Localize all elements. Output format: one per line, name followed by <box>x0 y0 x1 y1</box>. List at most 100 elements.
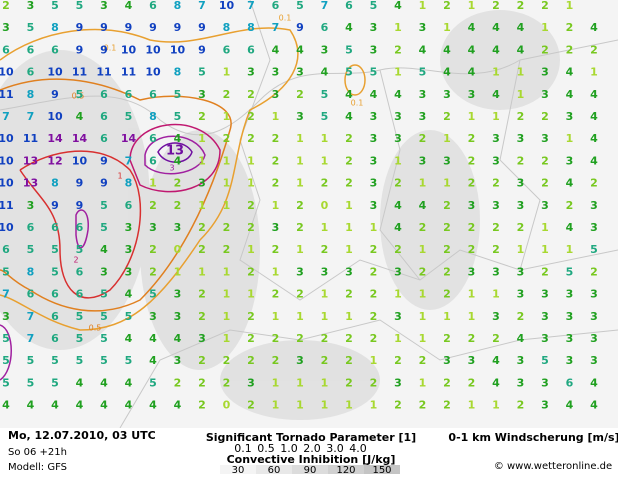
wind-shear-value: 4 <box>492 88 500 101</box>
wind-shear-value: 1 <box>566 243 574 256</box>
wind-shear-value: 12 <box>47 154 62 167</box>
wind-shear-value: 7 <box>272 21 280 34</box>
wind-shear-value: 2 <box>590 177 598 190</box>
wind-shear-value: 2 <box>541 110 549 123</box>
wind-shear-value: 1 <box>198 132 206 145</box>
wind-shear-value: 9 <box>149 21 157 34</box>
wind-shear-value: 3 <box>370 132 378 145</box>
wind-shear-value: 4 <box>590 88 598 101</box>
wind-shear-value: 4 <box>370 88 378 101</box>
stp-level: 4.0 <box>349 442 367 455</box>
wind-shear-value: 1 <box>321 376 329 389</box>
wind-shear-value: 1 <box>566 0 574 12</box>
wind-shear-value: 6 <box>125 199 133 212</box>
wind-shear-value: 2 <box>198 243 206 256</box>
wind-shear-value: 2 <box>468 132 476 145</box>
contour-label: 0.1 <box>104 44 117 53</box>
wind-shear-value: 2 <box>394 43 402 56</box>
wind-shear-value: 0 <box>174 243 182 256</box>
wind-shear-value: 3 <box>2 21 10 34</box>
wind-shear-value: 1 <box>394 332 402 345</box>
wind-shear-value: 4 <box>272 43 280 56</box>
wind-shear-value: 10 <box>0 154 14 167</box>
wind-shear-value: 1 <box>247 177 255 190</box>
wind-shear-value: 3 <box>590 288 598 301</box>
wind-shear-value: 4 <box>590 21 598 34</box>
wind-shear-value: 7 <box>27 332 35 345</box>
wind-shear-value: 2 <box>296 221 304 234</box>
wind-shear-value: 3 <box>125 221 133 234</box>
wind-shear-value: 2 <box>198 376 206 389</box>
wind-shear-value: 3 <box>590 221 598 234</box>
wind-shear-value: 3 <box>443 154 451 167</box>
wind-shear-value: 2 <box>296 199 304 212</box>
wind-shear-value: 2 <box>517 221 525 234</box>
wind-shear-value: 1 <box>321 399 329 412</box>
wind-shear-value: 3 <box>468 88 476 101</box>
wind-shear-value: 1 <box>370 354 378 367</box>
wind-shear-value: 2 <box>272 332 280 345</box>
wind-shear-value: 1 <box>247 288 255 301</box>
wind-shear-value: 3 <box>370 43 378 56</box>
wind-shear-value: 5 <box>2 376 10 389</box>
wind-shear-value: 4 <box>566 66 574 79</box>
wind-shear-value: 5 <box>2 332 10 345</box>
wind-shear-value: 2 <box>174 177 182 190</box>
wind-shear-value: 2 <box>345 132 353 145</box>
wind-shear-value: 2 <box>443 221 451 234</box>
wind-shear-value: 1 <box>468 399 476 412</box>
wind-shear-value: 3 <box>27 0 35 12</box>
wind-shear-value: 1 <box>443 21 451 34</box>
wind-shear-value: 1 <box>419 332 427 345</box>
wind-shear-value: 4 <box>590 110 598 123</box>
wind-shear-value: 4 <box>566 399 574 412</box>
wind-shear-value: 3 <box>394 265 402 278</box>
wind-shear-value: 4 <box>76 399 84 412</box>
wind-shear-value: 4 <box>468 21 476 34</box>
wind-shear-value: 10 <box>47 110 63 123</box>
cin-level: 60 <box>268 465 281 476</box>
wind-shear-value: 9 <box>296 21 304 34</box>
wind-shear-value: 3 <box>272 88 280 101</box>
wind-shear-grid: 2 3 5 5 3 4 6 8 7 10 7 6 5 7 6 5 4 1 2 1 2 2 2 13 5 8 9 9 9 9 9 9 8 8 7 9 6 4… <box>0 0 598 412</box>
wind-shear-value: 6 <box>149 132 157 145</box>
wind-shear-value: 1 <box>321 154 329 167</box>
wind-shear-value: 1 <box>223 332 231 345</box>
wind-shear-value: 3 <box>198 88 206 101</box>
wind-shear-value: 4 <box>345 110 353 123</box>
wind-shear-value: 3 <box>517 376 525 389</box>
wind-shear-value: 3 <box>2 310 10 323</box>
wind-shear-value: 2 <box>541 154 549 167</box>
wind-shear-value: 7 <box>2 110 10 123</box>
wind-shear-value: 4 <box>149 399 157 412</box>
wind-shear-value: 2 <box>370 310 378 323</box>
wind-shear-value: 2 <box>247 354 255 367</box>
wind-shear-value: 11 <box>121 66 136 79</box>
wind-shear-value: 1 <box>272 110 280 123</box>
wind-shear-value: 2 <box>517 0 525 12</box>
wind-shear-value: 2 <box>345 154 353 167</box>
wind-shear-value: 3 <box>345 265 353 278</box>
wind-shear-value: 2 <box>370 265 378 278</box>
wind-shear-value: 1 <box>296 310 304 323</box>
stp-level: 1.0 <box>280 442 298 455</box>
wind-shear-value: 3 <box>517 354 525 367</box>
wind-shear-value: 1 <box>517 88 525 101</box>
wind-shear-value: 2 <box>419 221 427 234</box>
wind-shear-value: 4 <box>566 221 574 234</box>
wind-shear-value: 6 <box>27 221 35 234</box>
wind-shear-value: 2 <box>223 376 231 389</box>
wind-shear-value: 4 <box>125 288 133 301</box>
wind-shear-value: 5 <box>296 0 304 12</box>
wind-shear-value: 2 <box>345 177 353 190</box>
wind-shear-value: 4 <box>345 21 353 34</box>
wind-shear-value: 1 <box>492 66 500 79</box>
wind-shear-value: 3 <box>541 332 549 345</box>
wind-shear-value: 1 <box>198 265 206 278</box>
wind-shear-value: 2 <box>492 332 500 345</box>
wind-shear-value: 1 <box>443 310 451 323</box>
cin-swatch <box>292 465 328 474</box>
wind-shear-value: 4 <box>566 88 574 101</box>
wind-shear-value: 5 <box>27 354 35 367</box>
wind-shear-value: 4 <box>419 199 427 212</box>
